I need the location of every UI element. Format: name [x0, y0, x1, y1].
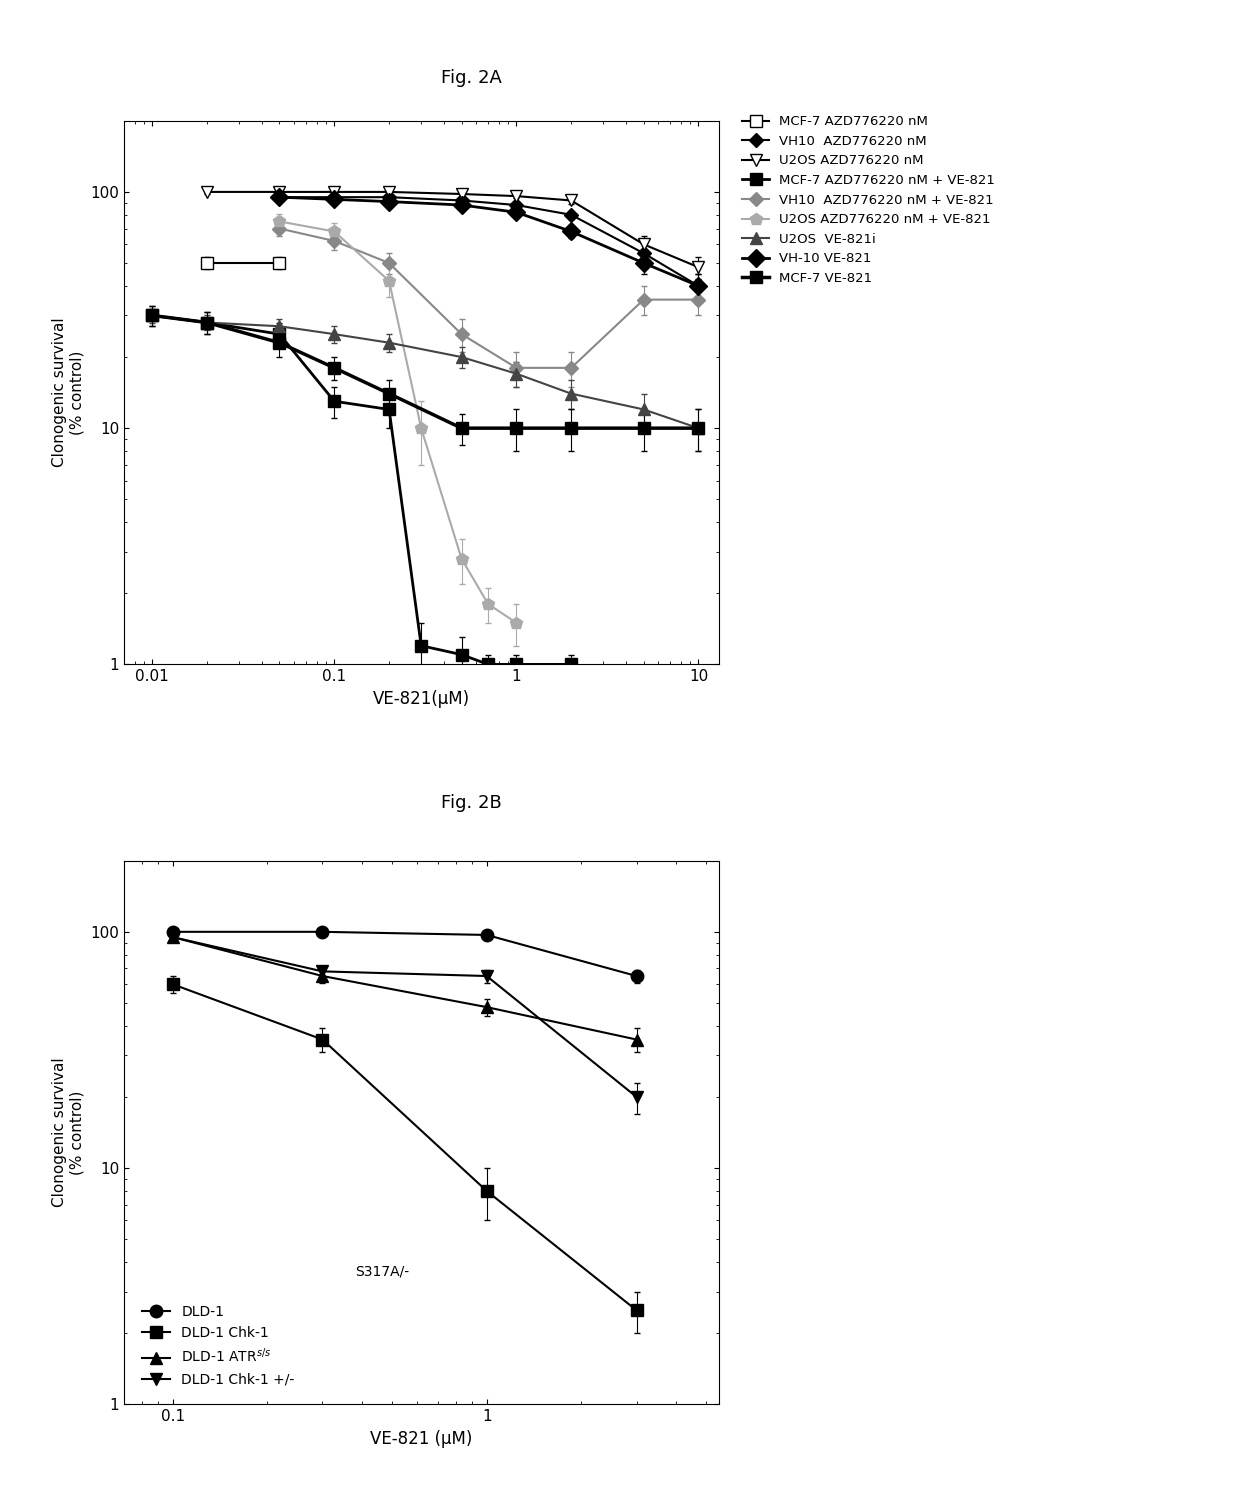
Text: S317A/-: S317A/-	[355, 1265, 409, 1279]
X-axis label: VE-821 (μM): VE-821 (μM)	[371, 1430, 472, 1448]
Y-axis label: Clonogenic survival
(% control): Clonogenic survival (% control)	[52, 1057, 84, 1208]
Legend: MCF-7 AZD776220 nM, VH10  AZD776220 nM, U2OS AZD776220 nM, MCF-7 AZD776220 nM + : MCF-7 AZD776220 nM, VH10 AZD776220 nM, U…	[737, 110, 1001, 290]
Y-axis label: Clonogenic survival
(% control): Clonogenic survival (% control)	[52, 317, 84, 468]
Text: Fig. 2A: Fig. 2A	[440, 69, 502, 88]
Legend: DLD-1, DLD-1 Chk-1, DLD-1 ATR$^{s/s}$, DLD-1 Chk-1 +/-: DLD-1, DLD-1 Chk-1, DLD-1 ATR$^{s/s}$, D…	[136, 1300, 300, 1392]
X-axis label: VE-821(μM): VE-821(μM)	[373, 690, 470, 708]
Text: Fig. 2B: Fig. 2B	[441, 794, 501, 812]
